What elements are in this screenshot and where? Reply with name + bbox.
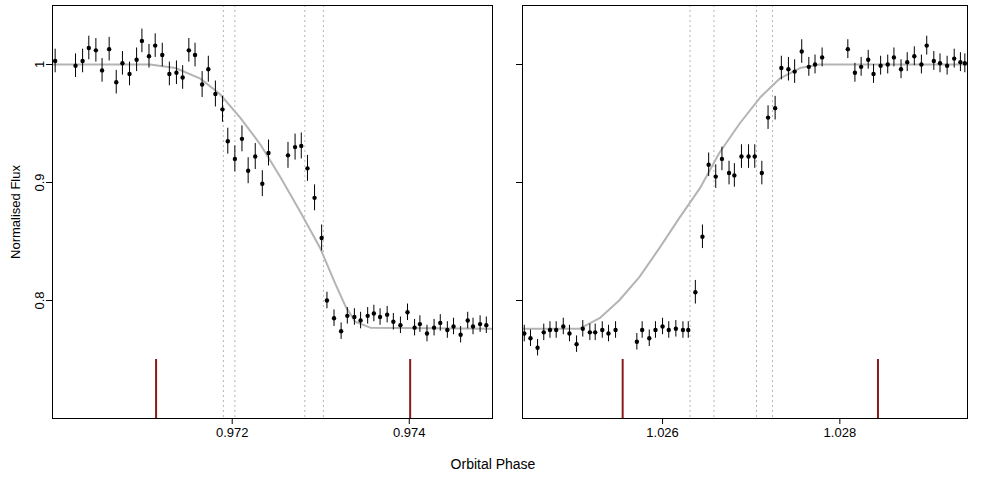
svg-text:0.974: 0.974 xyxy=(393,425,426,440)
svg-text:0.9: 0.9 xyxy=(32,173,47,191)
svg-text:0.8: 0.8 xyxy=(32,291,47,309)
svg-text:1: 1 xyxy=(32,61,47,68)
html-text:Orbital Phase: Orbital Phase xyxy=(450,456,536,472)
svg-text:Normalised Flux: Normalised Flux xyxy=(8,165,23,259)
svg-text:1.026: 1.026 xyxy=(646,425,679,440)
svg-text:1.028: 1.028 xyxy=(824,425,857,440)
svg-text:0.972: 0.972 xyxy=(216,425,249,440)
